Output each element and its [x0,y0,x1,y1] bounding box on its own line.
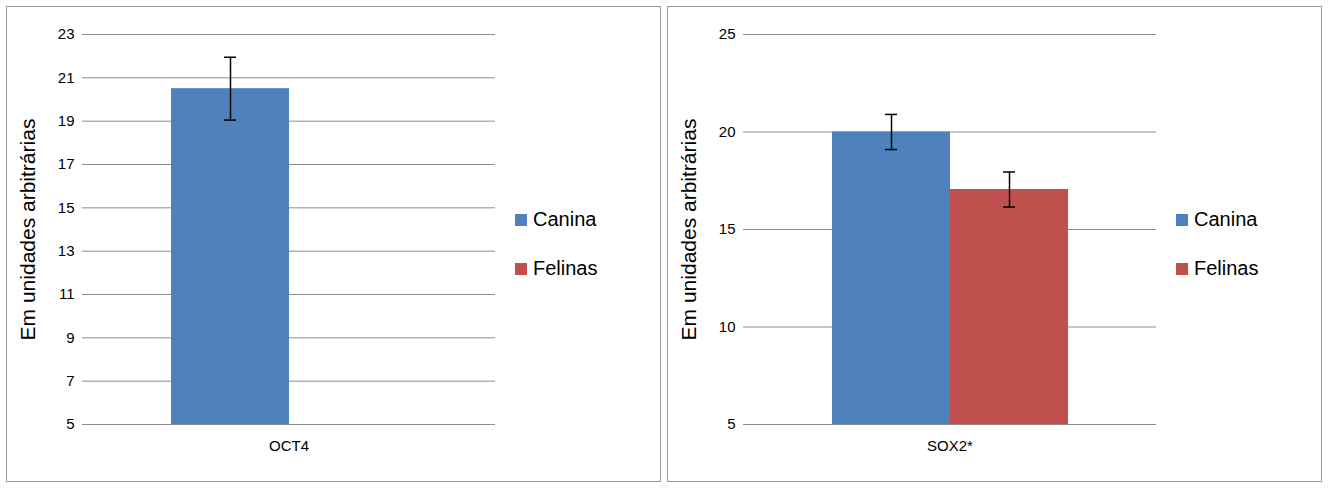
html-text:Felinas: Felinas [1194,257,1259,279]
svg-text:Em unidades arbitrárias: Em unidades arbitrárias [677,119,700,341]
svg-text:5: 5 [66,415,74,432]
html-text:Canina: Canina [1194,208,1258,230]
svg-text:5: 5 [727,415,735,432]
svg-text:13: 13 [58,242,75,259]
svg-text:SOX2*: SOX2* [927,437,973,454]
svg-text:21: 21 [58,69,75,86]
html-text:Felinas: Felinas [533,257,598,279]
svg-text:9: 9 [66,329,74,346]
svg-text:19: 19 [58,112,75,129]
svg-text:11: 11 [59,285,75,302]
svg-text:15: 15 [58,199,75,216]
svg-text:25: 25 [719,25,736,42]
svg-text:7: 7 [66,372,74,389]
svg-text:Em unidades arbitrárias: Em unidades arbitrárias [16,119,39,341]
svg-text:17: 17 [58,155,75,172]
svg-text:20: 20 [719,123,736,140]
svg-text:10: 10 [719,318,736,335]
svg-text:OCT4: OCT4 [269,437,309,454]
svg-text:23: 23 [58,25,75,42]
svg-text:15: 15 [719,220,736,237]
html-text:Canina: Canina [533,208,597,230]
